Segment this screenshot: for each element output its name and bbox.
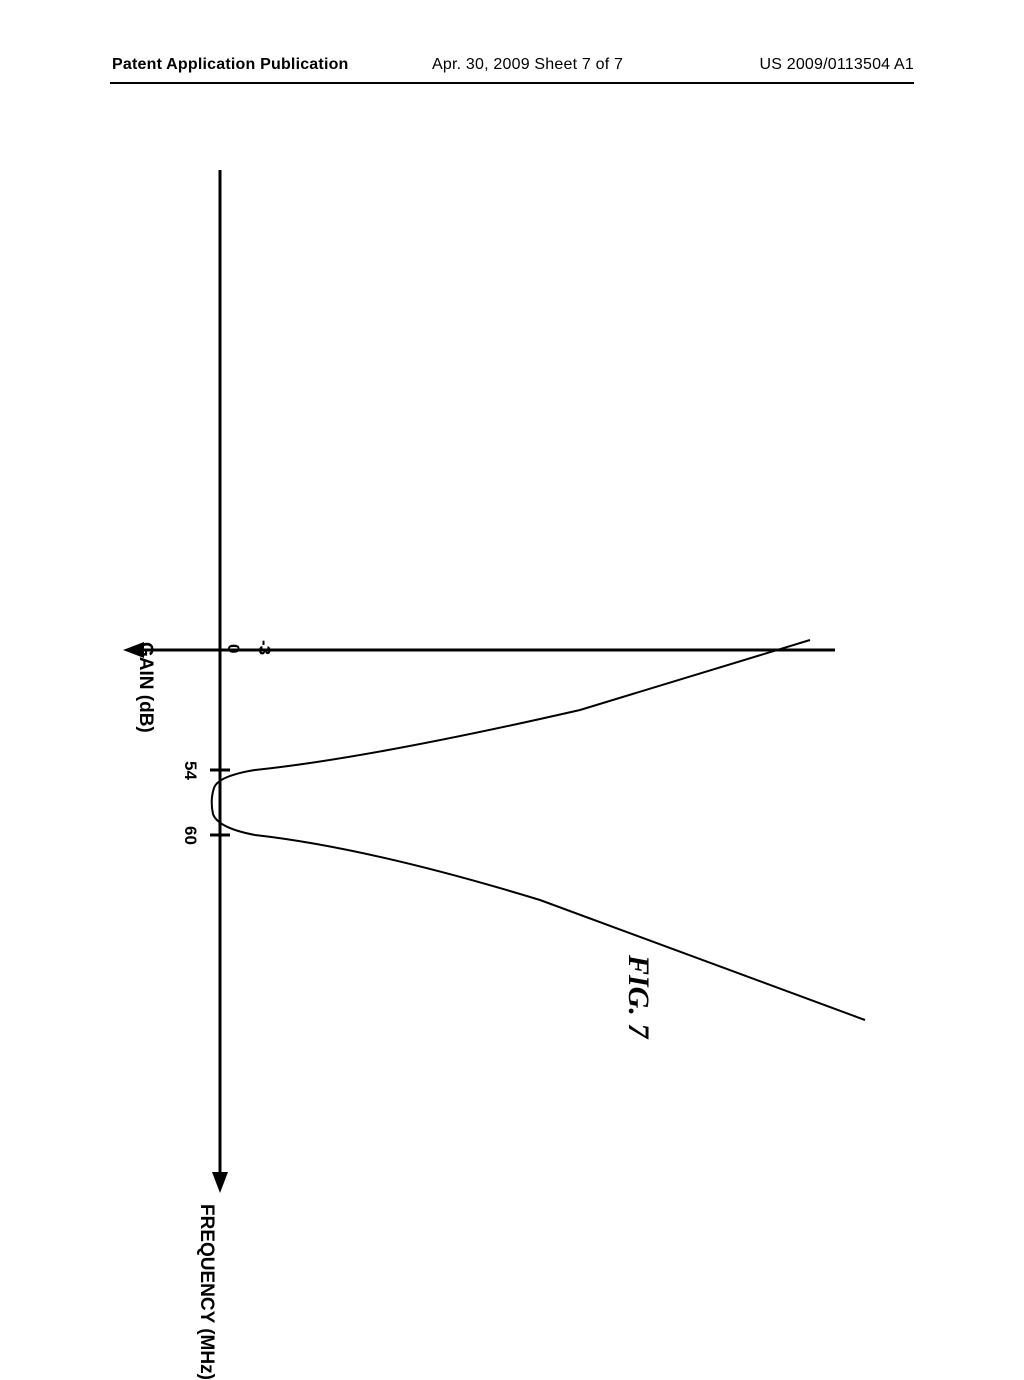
header-left-text: Patent Application Publication: [112, 56, 349, 74]
chart-svg: [110, 150, 914, 1210]
x-axis: [212, 170, 228, 1193]
page-root: Patent Application Publication Apr. 30, …: [0, 0, 1024, 1320]
x-tick-54: 54: [180, 761, 200, 780]
response-curve: [212, 640, 865, 1020]
x-tick-60: 60: [180, 826, 200, 845]
header-middle-text: Apr. 30, 2009 Sheet 7 of 7: [432, 56, 623, 74]
y-axis-label: GAIN (dB): [134, 642, 156, 733]
figure-caption: FIG. 7: [621, 955, 655, 1038]
header-right-text: US 2009/0113504 A1: [759, 56, 914, 74]
x-axis-label: FREQUENCY (MHz): [195, 1204, 217, 1380]
y-tick-neg3: -3: [254, 640, 274, 655]
header-rule: [110, 82, 914, 84]
y-tick-0: 0: [223, 644, 243, 653]
figure-7: GAIN (dB) FREQUENCY (MHz) 0 -3 54 60 FIG…: [110, 150, 914, 1210]
